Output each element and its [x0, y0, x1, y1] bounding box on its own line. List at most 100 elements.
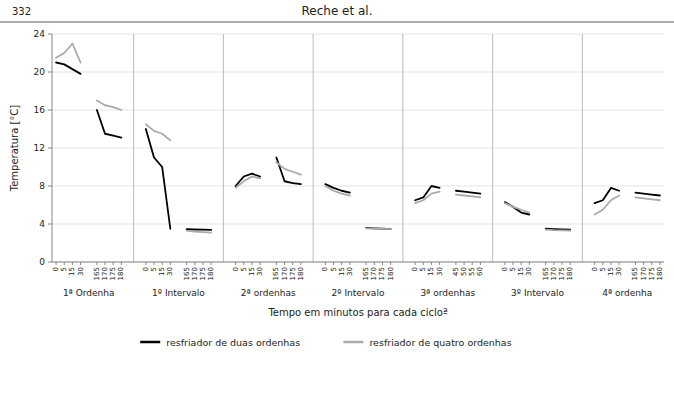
x-tick-label: 15: [427, 267, 435, 276]
x-tick-label: 5: [599, 267, 607, 271]
x-tick-label: 165: [542, 267, 550, 280]
x-tick: [145, 262, 146, 265]
series-line: [56, 63, 660, 230]
lines: [56, 44, 660, 233]
x-tick-label: 30: [346, 267, 354, 276]
x-tick: [553, 262, 554, 265]
x-tick: [651, 262, 652, 265]
y-tick: [48, 110, 52, 111]
legend-label: resfriador de quatro ordenhas: [369, 337, 511, 348]
x-tick: [194, 262, 195, 265]
x-tick: [562, 262, 563, 265]
x-tick-label: 5: [509, 267, 517, 271]
grid-line: [52, 224, 664, 225]
x-tick: [300, 262, 301, 265]
y-grid: [52, 34, 664, 262]
x-tick: [56, 262, 57, 265]
legend: resfriador de duas ordenhasresfriador de…: [140, 337, 511, 348]
title: Reche et al.: [302, 4, 373, 18]
section-label: 2ª ordenhas: [241, 288, 296, 298]
grid-line: [52, 72, 664, 73]
section-label: 4ª ordenha: [602, 288, 652, 298]
x-tick: [635, 262, 636, 265]
x-tick: [349, 262, 350, 265]
x-tick-label: 0: [232, 267, 240, 271]
x-tick: [284, 262, 285, 265]
x-tick-label: 5: [419, 267, 427, 271]
x-tick: [480, 262, 481, 265]
x-tick: [570, 262, 571, 265]
x-tick: [504, 262, 505, 265]
x-tick-label: 180: [656, 267, 664, 280]
x-tick: [251, 262, 252, 265]
x-tick-label: 165: [183, 267, 191, 280]
x-tick: [105, 262, 106, 265]
grid-line: [52, 148, 664, 149]
y-tick: [48, 148, 52, 149]
x-tick-label: 15: [517, 267, 525, 276]
x-tick: [659, 262, 660, 265]
x-tick-label: 170: [640, 267, 648, 280]
x-tick-label: 180: [566, 267, 574, 280]
x-tick-label: 175: [289, 267, 297, 280]
y-tick-label: 0: [39, 257, 45, 267]
x-tick-label: 5: [240, 267, 248, 271]
x-axis: [52, 262, 664, 263]
x-tick-label: 175: [199, 267, 207, 280]
x-tick: [113, 262, 114, 265]
x-tick: [211, 262, 212, 265]
x-tick-label: 0: [501, 267, 509, 271]
x-tick-label: 165: [362, 267, 370, 280]
x-tick-label: 0: [52, 267, 60, 271]
x-tick: [464, 262, 465, 265]
x-tick: [202, 262, 203, 265]
x-tick-label: 180: [387, 267, 395, 280]
x-tick: [186, 262, 187, 265]
grid-line: [52, 186, 664, 187]
x-tick-label: 15: [248, 267, 256, 276]
x-tick-label: 30: [615, 267, 623, 276]
legend-swatch: [343, 341, 363, 344]
section-divider: [402, 34, 403, 262]
x-tick: [341, 262, 342, 265]
x-tick: [80, 262, 81, 265]
x-tick: [594, 262, 595, 265]
y-tick-label: 16: [34, 105, 46, 115]
x-tick-label: 0: [411, 267, 419, 271]
x-tick-label: 180: [207, 267, 215, 280]
x-tick-label: 15: [158, 267, 166, 276]
y-tick-label: 4: [39, 219, 45, 229]
x-tick-label: 0: [321, 267, 329, 271]
x-tick: [243, 262, 244, 265]
x-tick-label: 165: [631, 267, 639, 280]
x-tick: [366, 262, 367, 265]
x-tick: [529, 262, 530, 265]
x-tick: [390, 262, 391, 265]
grid-line: [52, 110, 664, 111]
x-tick: [292, 262, 293, 265]
y-tick: [48, 262, 52, 263]
x-tick-label: 15: [338, 267, 346, 276]
x-axis-label: Tempo em minutos para cada cicloª: [267, 307, 447, 318]
section-divider: [133, 34, 134, 262]
x-tick: [64, 262, 65, 265]
y-tick-label: 24: [34, 29, 46, 39]
x-tick-label: 50: [460, 267, 468, 276]
chart: 332Reche et al.0481216202405153016517017…: [0, 0, 674, 403]
x-tick: [521, 262, 522, 265]
x-tick-label: 55: [468, 267, 476, 276]
y-tick-label: 20: [34, 67, 46, 77]
x-tick-label: 60: [476, 267, 484, 276]
x-tick: [619, 262, 620, 265]
x-tick: [154, 262, 155, 265]
x-tick: [545, 262, 546, 265]
x-tick-label: 175: [109, 267, 117, 280]
x-tick-label: 175: [558, 267, 566, 280]
subtitle: 332: [12, 6, 31, 17]
section-divider: [582, 34, 583, 262]
x-tick-label: 170: [101, 267, 109, 280]
x-tick: [382, 262, 383, 265]
x-tick: [423, 262, 424, 265]
x-tick-label: 170: [370, 267, 378, 280]
x-tick: [431, 262, 432, 265]
